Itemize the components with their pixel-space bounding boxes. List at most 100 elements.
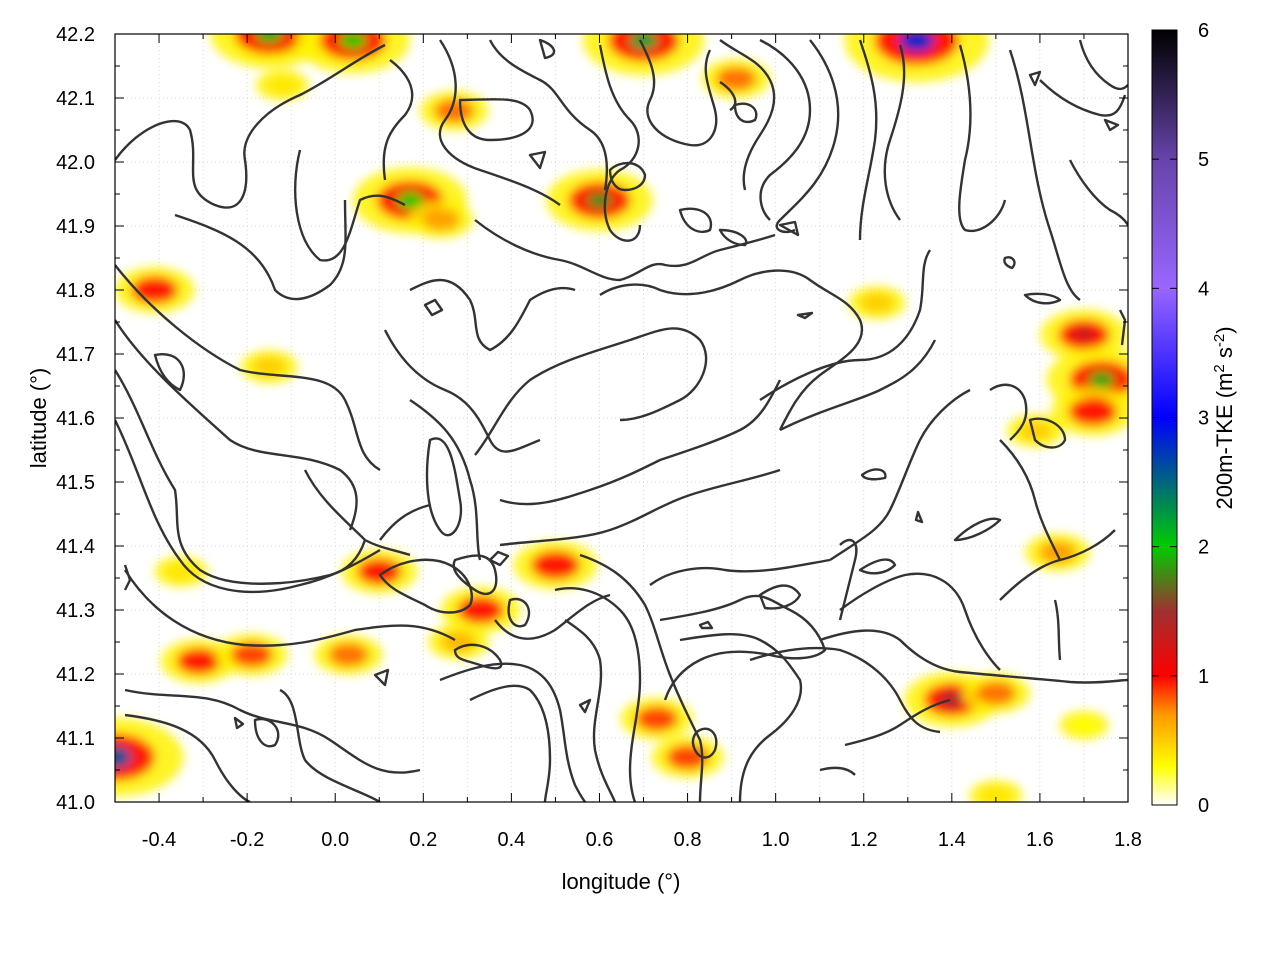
contour-line xyxy=(488,39,609,191)
contour-line xyxy=(838,538,858,621)
contour-line xyxy=(758,584,802,610)
tke-peak xyxy=(115,746,132,768)
contour-line xyxy=(174,199,347,301)
x-tick-label: 0.6 xyxy=(586,829,614,851)
contour-line xyxy=(719,39,776,191)
contour-line xyxy=(469,684,552,802)
tke-peak xyxy=(899,34,934,52)
contour-line xyxy=(303,469,411,557)
contour-line xyxy=(1118,309,1127,346)
contour-line xyxy=(608,161,647,192)
tke-core xyxy=(328,643,369,667)
contour-line xyxy=(819,629,1128,684)
y-tick-label: 41.7 xyxy=(56,344,95,366)
y-tick-label: 41.8 xyxy=(56,280,95,302)
contour-line xyxy=(425,437,463,537)
tke-core xyxy=(716,67,756,91)
contour-line xyxy=(759,249,932,401)
tke-core xyxy=(115,733,155,781)
contour-line xyxy=(599,269,864,431)
contour-line xyxy=(839,572,1001,671)
tke-peak xyxy=(586,192,613,209)
tke-core xyxy=(131,276,178,304)
y-tick-label: 42.1 xyxy=(56,88,95,110)
contour-line xyxy=(379,503,431,541)
contour-line xyxy=(733,102,758,124)
contour-line xyxy=(153,353,185,392)
contour-line xyxy=(123,564,132,591)
tke-core xyxy=(176,648,221,675)
x-tick-labels: -0.4 -0.2 0.0 0.2 0.4 0.6 0.8 1.0 1.2 1.4 1.6 1.8 xyxy=(142,829,1142,851)
tke-core xyxy=(1069,716,1099,734)
y-tick-label: 41.4 xyxy=(56,536,95,558)
contour-line xyxy=(499,379,782,506)
contour-line xyxy=(999,529,1116,601)
colorbar-tick-label: 4 xyxy=(1198,278,1209,300)
contour-line xyxy=(958,44,1007,233)
tke-core xyxy=(1068,397,1117,426)
contour-line xyxy=(373,668,390,687)
contour-line xyxy=(458,98,534,142)
x-tick-label: 0.8 xyxy=(674,829,702,851)
contour-line xyxy=(438,39,561,206)
colorbar-title-mid: s xyxy=(1212,347,1237,364)
tke-core xyxy=(235,34,304,55)
contour-line xyxy=(579,553,704,802)
contour-line xyxy=(678,207,713,233)
contour-line xyxy=(507,597,531,628)
contour-line xyxy=(691,727,718,759)
colorbar-tick-label: 6 xyxy=(1198,20,1209,42)
y-tick-labels: 41.0 41.1 41.2 41.3 41.4 41.5 41.6 41.7 41.8 41.9… xyxy=(56,24,95,814)
contour-line xyxy=(796,311,814,320)
contour-line xyxy=(554,587,642,802)
tke-core xyxy=(357,558,402,585)
tke-core xyxy=(252,357,286,377)
y-tick-label: 41.9 xyxy=(56,216,95,238)
contour-line xyxy=(1008,49,1081,301)
y-tick-label: 42.2 xyxy=(56,24,95,46)
y-tick-label: 41.0 xyxy=(56,792,95,814)
tke-peak xyxy=(339,34,367,50)
contour-line xyxy=(233,716,245,730)
contour-line xyxy=(914,510,924,524)
contour-line xyxy=(718,228,748,247)
contour-line xyxy=(115,319,358,531)
tke-core xyxy=(1019,421,1053,441)
tke-core xyxy=(666,744,709,770)
contour-line xyxy=(999,439,1062,561)
contour-line xyxy=(382,59,414,181)
colorbar-tick-label: 1 xyxy=(1198,666,1209,688)
contour-line xyxy=(1023,292,1062,305)
contour-line xyxy=(538,38,556,60)
contour-line xyxy=(293,149,406,262)
contour-line xyxy=(759,38,812,221)
tke-core xyxy=(635,706,678,732)
x-tick-label: -0.2 xyxy=(230,829,264,851)
colorbar-title-sup-b: -2 xyxy=(1211,334,1228,347)
tke-peak xyxy=(1073,327,1095,342)
x-tick-label: 1.6 xyxy=(1026,829,1054,851)
contour-line xyxy=(775,39,840,234)
contour-line xyxy=(528,150,547,170)
contour-line xyxy=(115,264,381,472)
terrain-contours xyxy=(115,38,1128,802)
tke-peak xyxy=(255,34,284,44)
contour-line xyxy=(439,662,586,802)
contour-line xyxy=(1103,118,1120,132)
axis-ticks xyxy=(114,33,1129,803)
tke-blobs xyxy=(115,34,1128,802)
contour-line xyxy=(659,594,827,701)
contour-line xyxy=(860,468,887,481)
colorbar-tick-label: 5 xyxy=(1198,149,1209,171)
contour-line xyxy=(679,633,803,802)
contour-line xyxy=(378,558,473,614)
y-tick-label: 41.5 xyxy=(56,472,95,494)
colorbar-title-main: 200m-TKE (m xyxy=(1212,373,1237,510)
x-tick-label: 1.4 xyxy=(938,829,966,851)
tke-core xyxy=(860,293,894,313)
contour-line xyxy=(409,278,576,352)
contour-line xyxy=(499,468,781,547)
y-tick-label: 41.3 xyxy=(56,600,95,622)
tke-field xyxy=(115,34,1128,802)
contour-line xyxy=(474,327,708,456)
